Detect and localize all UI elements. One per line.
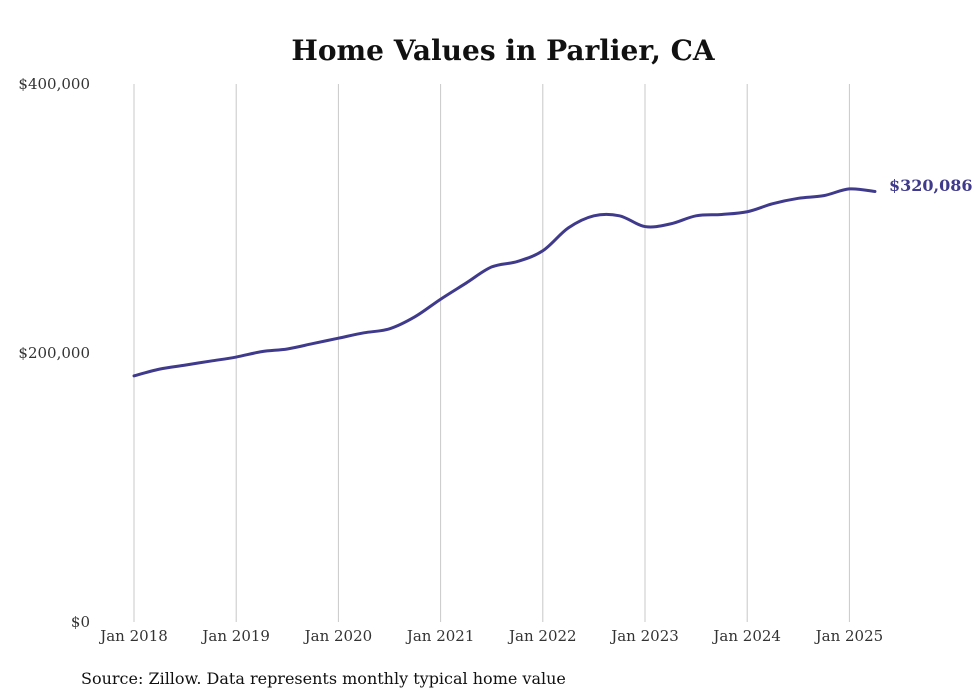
x-tick-labels: Jan 2018 Jan 2019 Jan 2020 Jan 2021 Jan 2022… <box>98 627 883 645</box>
x-tick-label: Jan 2025 <box>814 627 884 645</box>
x-gridlines <box>133 84 850 622</box>
end-value-label: $320,086 <box>889 176 973 195</box>
y-tick-label: $0 <box>71 613 90 631</box>
series-line <box>132 187 877 378</box>
x-tick-label: Jan 2021 <box>405 627 475 645</box>
source-note: Source: Zillow. Data represents monthly … <box>81 669 566 688</box>
x-tick-label: Jan 2024 <box>711 627 781 645</box>
chart-title: Home Values in Parlier, CA <box>291 34 715 67</box>
y-tick-label: $200,000 <box>18 344 90 362</box>
y-tick-label: $400,000 <box>18 75 90 93</box>
x-tick-label: Jan 2019 <box>200 627 270 645</box>
x-tick-label: Jan 2022 <box>507 627 577 645</box>
x-tick-label: Jan 2023 <box>609 627 679 645</box>
x-tick-label: Jan 2018 <box>98 627 168 645</box>
x-tick-label: Jan 2020 <box>303 627 373 645</box>
y-tick-labels: $0 $200,000 $400,000 <box>18 75 90 631</box>
series-layer <box>132 187 877 378</box>
